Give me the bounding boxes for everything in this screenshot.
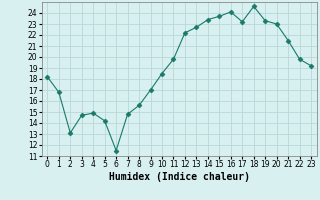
X-axis label: Humidex (Indice chaleur): Humidex (Indice chaleur) xyxy=(109,172,250,182)
